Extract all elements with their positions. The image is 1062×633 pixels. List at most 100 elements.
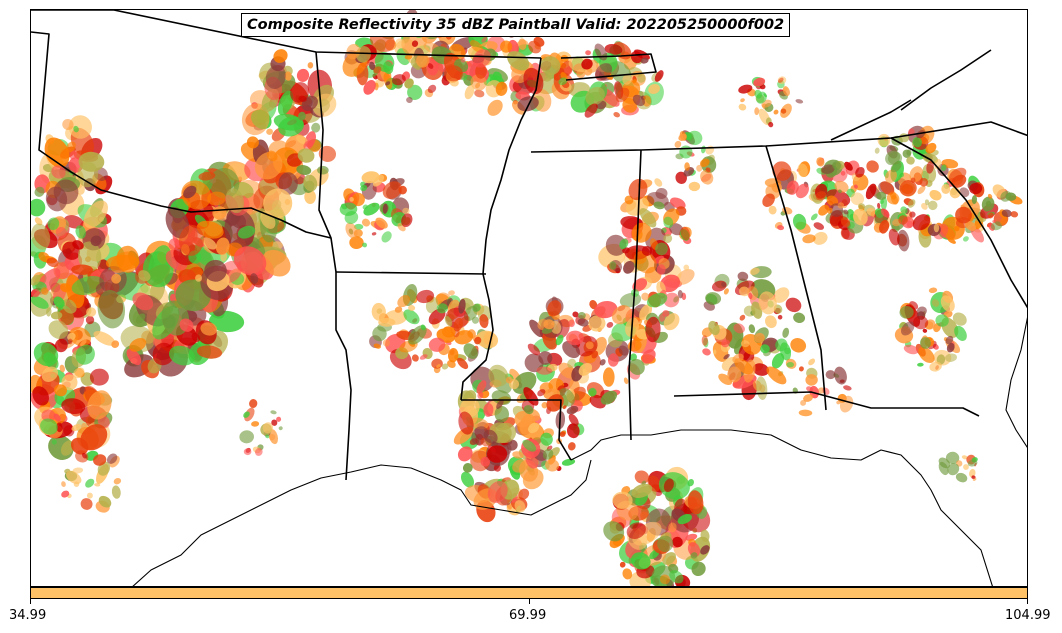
reflectivity-blob	[663, 478, 674, 493]
reflectivity-blob	[657, 535, 674, 552]
border-nc	[830, 99, 912, 141]
reflectivity-blob	[713, 349, 717, 355]
reflectivity-blob	[284, 71, 292, 81]
reflectivity-blob	[469, 417, 489, 430]
reflectivity-blob	[476, 380, 487, 394]
reflectivity-blob	[427, 84, 437, 94]
reflectivity-blob	[888, 228, 900, 246]
reflectivity-blob	[32, 386, 49, 406]
reflectivity-blob	[945, 353, 957, 362]
reflectivity-blob	[40, 418, 58, 435]
reflectivity-blob	[73, 125, 79, 133]
reflectivity-blob	[34, 217, 43, 226]
reflectivity-blob	[132, 292, 154, 311]
reflectivity-blob	[877, 202, 881, 209]
reflectivity-blob	[700, 545, 710, 555]
reflectivity-blob	[659, 574, 670, 585]
reflectivity-blob	[721, 339, 731, 348]
reflectivity-blob	[345, 222, 358, 239]
reflectivity-blob	[481, 36, 487, 43]
border-al-ga	[765, 145, 827, 411]
reflectivity-blob	[648, 83, 660, 95]
reflectivity-blob	[588, 387, 597, 397]
reflectivity-blob	[129, 338, 147, 352]
reflectivity-blob	[496, 399, 504, 409]
reflectivity-blob	[303, 174, 318, 192]
border-miss-river	[460, 57, 542, 401]
reflectivity-blob	[795, 99, 804, 104]
reflectivity-blob	[639, 208, 657, 228]
reflectivity-blob	[408, 304, 416, 312]
reflectivity-blob	[668, 522, 677, 533]
reflectivity-blob	[85, 315, 95, 325]
reflectivity-blob	[619, 238, 629, 250]
reflectivity-blob	[749, 267, 760, 275]
map-frame	[30, 9, 1028, 587]
reflectivity-blob	[865, 183, 877, 200]
reflectivity-blob	[753, 77, 766, 87]
reflectivity-blob	[1005, 192, 1017, 201]
reflectivity-blob	[785, 297, 802, 313]
reflectivity-blob	[945, 451, 960, 465]
reflectivity-blob	[56, 422, 63, 433]
reflectivity-blob	[945, 335, 954, 345]
reflectivity-blob	[94, 483, 101, 487]
reflectivity-blob	[473, 49, 491, 68]
reflectivity-blob	[790, 338, 807, 353]
reflectivity-blob	[645, 316, 661, 343]
reflectivity-blob	[632, 278, 648, 292]
reflectivity-blob	[663, 216, 674, 229]
colorbar-tick-mark	[30, 599, 31, 604]
reflectivity-blob	[816, 157, 825, 167]
reflectivity-blob	[933, 223, 940, 233]
reflectivity-blob	[559, 431, 566, 437]
reflectivity-blob	[802, 234, 816, 244]
reflectivity-blob	[1010, 211, 1019, 218]
reflectivity-blob	[663, 292, 680, 308]
reflectivity-blob	[546, 394, 564, 412]
reflectivity-blob	[339, 202, 358, 216]
reflectivity-blob	[53, 296, 65, 308]
reflectivity-blob	[969, 182, 983, 195]
reflectivity-blob	[263, 188, 293, 219]
reflectivity-blob	[271, 419, 278, 426]
reflectivity-blob	[81, 452, 87, 459]
reflectivity-blob	[363, 202, 380, 216]
reflectivity-blob	[622, 568, 633, 580]
reflectivity-blob	[542, 448, 554, 460]
border-va	[900, 49, 992, 111]
reflectivity-blob	[254, 448, 263, 456]
reflectivity-blob	[441, 363, 449, 370]
reflectivity-blob	[436, 364, 441, 368]
reflectivity-blob	[87, 390, 112, 420]
reflectivity-blob	[786, 361, 794, 368]
reflectivity-blob	[813, 222, 825, 230]
reflectivity-blob	[278, 426, 283, 431]
reflectivity-blob	[60, 440, 74, 456]
reflectivity-blob	[514, 500, 526, 513]
reflectivity-blob	[578, 362, 593, 376]
reflectivity-blob	[491, 390, 512, 406]
reflectivity-blob	[360, 184, 368, 192]
reflectivity-blob	[404, 78, 414, 88]
reflectivity-blob	[304, 189, 316, 204]
reflectivity-blob	[46, 257, 59, 268]
reflectivity-blob	[866, 160, 879, 173]
reflectivity-blob	[444, 65, 463, 82]
reflectivity-blob	[80, 339, 87, 347]
reflectivity-blob	[382, 203, 388, 214]
reflectivity-blob	[606, 321, 614, 328]
border-la-tx	[335, 272, 352, 481]
reflectivity-blob	[778, 77, 784, 83]
reflectivity-blob	[931, 299, 940, 307]
reflectivity-blob	[408, 325, 427, 345]
reflectivity-blob	[500, 40, 513, 53]
reflectivity-blob	[239, 430, 254, 444]
reflectivity-blob	[637, 73, 646, 83]
reflectivity-blob	[416, 289, 435, 304]
reflectivity-blob	[732, 353, 744, 363]
border-ky	[560, 53, 657, 81]
reflectivity-blob	[471, 316, 480, 324]
reflectivity-blob	[349, 197, 354, 202]
reflectivity-blob	[913, 315, 929, 330]
